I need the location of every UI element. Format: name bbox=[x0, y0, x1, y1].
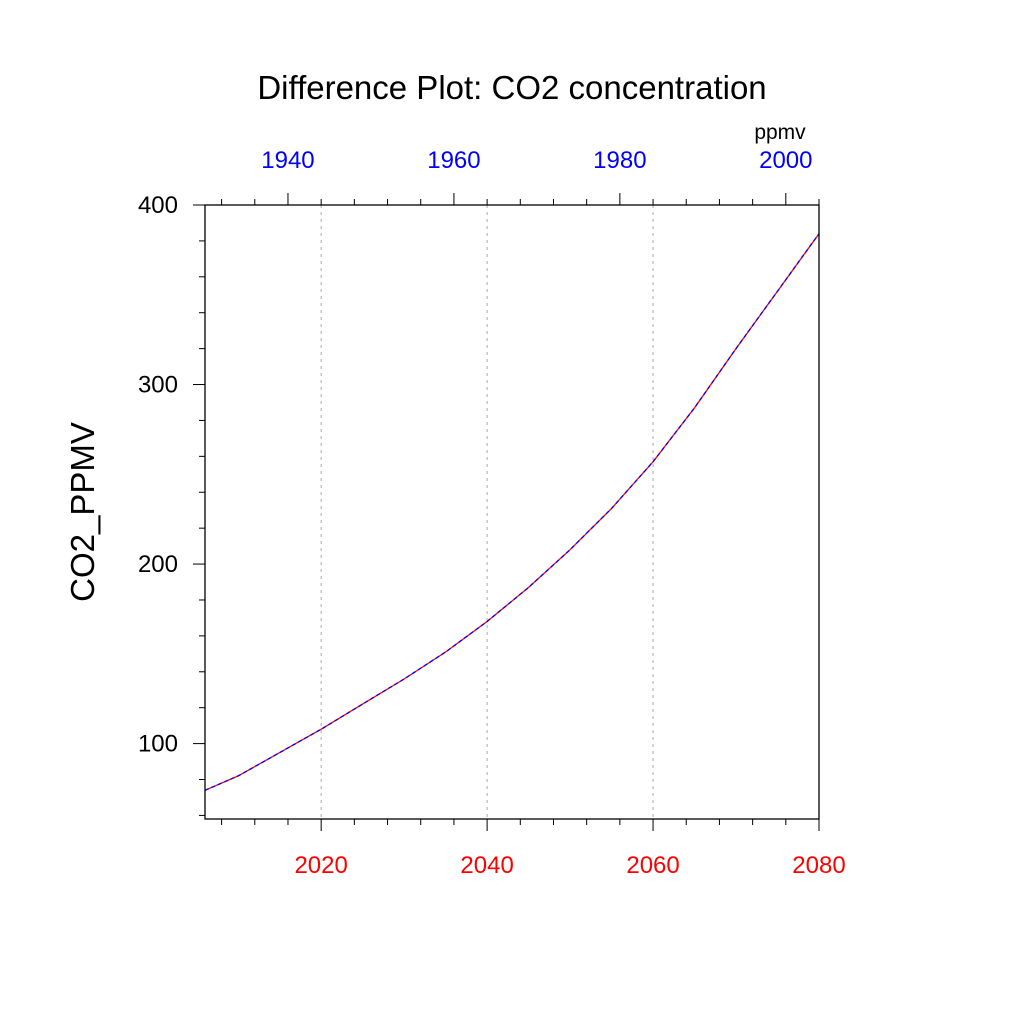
x-bottom-tick-label: 2080 bbox=[792, 852, 845, 879]
y-tick-label: 100 bbox=[138, 731, 178, 758]
x-top-tick-label: 1960 bbox=[427, 147, 480, 174]
x-top-tick-label: 1980 bbox=[593, 147, 646, 174]
series-lines bbox=[204, 233, 820, 791]
chart-title: Difference Plot: CO2 concentration bbox=[257, 69, 766, 106]
plot-frame bbox=[204, 204, 820, 820]
tick-labels: 100 200 300 400 2020 2040 2060 2080 1940 1960 1980… bbox=[138, 147, 846, 879]
series-line-2 bbox=[204, 233, 820, 791]
series-line-1 bbox=[204, 233, 820, 791]
x-top-tick-label: 1940 bbox=[261, 147, 314, 174]
y-tick-label: 200 bbox=[138, 551, 178, 578]
y-tick-label: 400 bbox=[138, 192, 178, 219]
x-bottom-tick-label: 2060 bbox=[626, 852, 679, 879]
y-tick-label: 300 bbox=[138, 372, 178, 399]
x-top-tick-label: 2000 bbox=[759, 147, 812, 174]
gridlines bbox=[320, 205, 654, 819]
axis-ticks bbox=[193, 193, 820, 831]
x-bottom-tick-label: 2020 bbox=[294, 852, 347, 879]
x-bottom-tick-label: 2040 bbox=[460, 852, 513, 879]
top-axis-units-label: ppmv bbox=[754, 121, 806, 144]
y-axis-label: CO2_PPMV bbox=[64, 422, 101, 602]
